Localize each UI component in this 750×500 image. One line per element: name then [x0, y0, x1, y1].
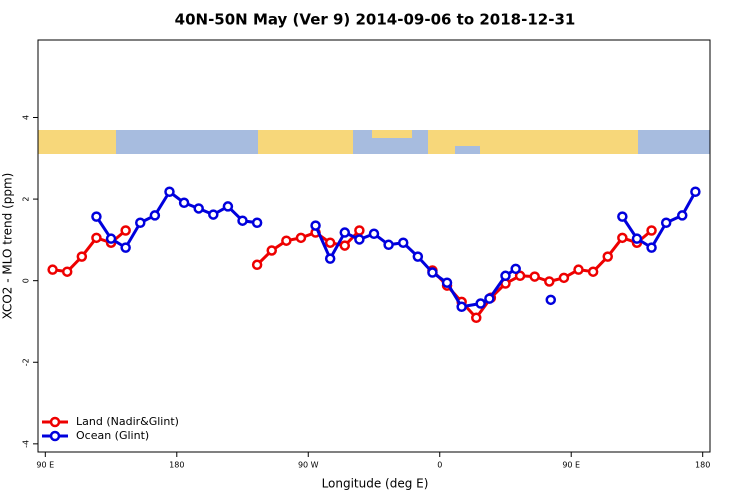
data-point — [646, 242, 657, 253]
y-tick-label: 0 — [22, 278, 31, 283]
data-point — [339, 240, 351, 251]
data-point — [475, 298, 486, 309]
data-point — [105, 233, 117, 244]
data-point — [631, 233, 643, 244]
data-point — [587, 266, 599, 277]
data-point — [281, 235, 292, 246]
y-tick-label: -2 — [22, 358, 31, 366]
data-point — [514, 270, 526, 282]
data-point — [573, 264, 584, 275]
data-point — [251, 259, 263, 271]
legend-marker — [49, 430, 61, 442]
data-point — [149, 210, 161, 221]
x-tick-label: 90 W — [298, 461, 319, 470]
data-point — [237, 215, 248, 226]
legend-label: Land (Nadir&Glint) — [76, 415, 179, 428]
data-point — [91, 232, 102, 244]
data-point — [354, 234, 365, 245]
data-point — [76, 251, 88, 262]
data-point — [676, 210, 688, 221]
x-tick-label: 180 — [695, 461, 710, 470]
legend: Land (Nadir&Glint)Ocean (Glint) — [42, 415, 179, 442]
data-point — [61, 266, 73, 277]
data-point — [324, 253, 336, 264]
data-point — [441, 277, 453, 288]
data-point — [484, 293, 495, 304]
chart-title: 40N-50N May (Ver 9) 2014-09-06 to 2018-1… — [175, 11, 576, 29]
data-point — [456, 301, 467, 313]
data-point — [412, 251, 424, 262]
x-tick-label: 0 — [437, 461, 442, 470]
data-point — [120, 242, 131, 253]
land-patch — [372, 130, 412, 138]
data-point — [545, 294, 557, 306]
x-axis-label: Longitude (deg E) — [322, 477, 429, 491]
data-point — [47, 264, 58, 275]
data-point — [383, 239, 394, 251]
y-tick-label: 2 — [22, 197, 31, 202]
data-point — [529, 271, 540, 282]
data-point — [208, 209, 219, 220]
data-point — [558, 272, 570, 284]
y-axis-label: XCO2 - MLO trend (ppm) — [1, 173, 15, 320]
data-point — [266, 245, 277, 256]
data-point — [544, 276, 555, 287]
data-point — [510, 263, 521, 275]
map-band — [38, 130, 710, 154]
data-point — [471, 312, 482, 324]
data-point — [120, 225, 131, 236]
data-point — [690, 186, 701, 197]
x-tick-label: 90 E — [562, 461, 580, 470]
data-point — [427, 267, 438, 278]
y-tick-label: 4 — [22, 115, 31, 120]
data-point — [178, 197, 190, 209]
data-point — [310, 220, 321, 231]
land-patch — [38, 130, 116, 154]
legend-label: Ocean (Glint) — [76, 429, 149, 442]
data-point — [617, 232, 628, 244]
data-point — [222, 201, 234, 212]
data-point — [368, 228, 380, 240]
sea-patch — [455, 146, 480, 154]
series-line — [95, 190, 697, 309]
data-point — [646, 225, 657, 236]
land-patch — [258, 130, 353, 154]
data-point — [135, 217, 146, 228]
data-point — [295, 232, 307, 244]
data-point — [617, 211, 628, 222]
data-point — [602, 251, 613, 262]
data-point — [164, 186, 175, 197]
data-point — [500, 270, 511, 282]
x-tick-label: 180 — [169, 461, 184, 470]
y-tick-label: -4 — [22, 440, 31, 448]
data-point — [251, 217, 263, 228]
data-point — [397, 237, 409, 248]
data-point — [193, 203, 204, 214]
data-point — [91, 211, 102, 222]
data-point — [660, 217, 672, 228]
legend-marker — [49, 416, 61, 428]
plot-frame — [37, 39, 711, 453]
x-tick-label: 90 E — [36, 461, 54, 470]
data-point — [339, 227, 351, 238]
data-point — [354, 225, 365, 236]
data-point — [324, 237, 336, 248]
